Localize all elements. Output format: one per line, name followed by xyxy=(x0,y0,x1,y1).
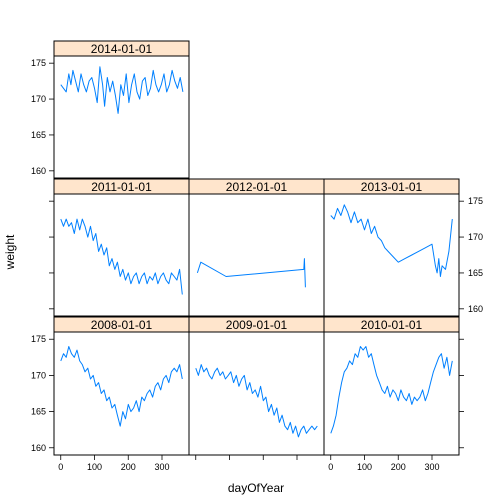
y-tick-label: 160 xyxy=(31,166,46,176)
x-axis-label: dayOfYear xyxy=(228,481,284,495)
panel-2010-01-01: 2010-01-01 xyxy=(324,317,459,455)
strip-label: 2014-01-01 xyxy=(91,42,153,56)
x-tick-label: 100 xyxy=(357,462,372,472)
y-tick-label: 165 xyxy=(31,407,46,417)
weight-line-2012-01-01 xyxy=(197,259,305,288)
panel-2009-01-01: 2009-01-01 xyxy=(189,317,324,455)
y-tick-label: 170 xyxy=(468,232,483,242)
x-tick-label: 300 xyxy=(154,462,169,472)
weight-line-2013-01-01 xyxy=(331,205,453,277)
x-tick-label: 0 xyxy=(58,462,63,472)
weight-line-2011-01-01 xyxy=(61,219,183,294)
x-tick-label: 200 xyxy=(391,462,406,472)
panel-frame xyxy=(54,194,189,316)
y-tick-label: 165 xyxy=(31,130,46,140)
y-tick-label: 165 xyxy=(468,268,483,278)
x-tick-label: 300 xyxy=(424,462,439,472)
strip-label: 2012-01-01 xyxy=(226,180,288,194)
weight-line-2008-01-01 xyxy=(61,347,183,427)
strip-label: 2008-01-01 xyxy=(91,318,153,332)
weight-line-2014-01-01 xyxy=(61,67,183,114)
strip-label: 2013-01-01 xyxy=(361,180,423,194)
y-tick-label: 175 xyxy=(468,196,483,206)
panel-2014-01-01: 2014-01-01 xyxy=(54,41,189,178)
y-tick-label: 170 xyxy=(31,370,46,380)
panel-2008-01-01: 2008-01-01 xyxy=(54,317,189,455)
y-axis-label: weight xyxy=(3,234,17,270)
x-tick-label: 0 xyxy=(328,462,333,472)
panels-layer: 2014-01-01 2011-01-01 2012-01-01 2013-01-01… xyxy=(31,41,483,472)
y-tick-label: 175 xyxy=(31,58,46,68)
y-tick-label: 170 xyxy=(31,94,46,104)
weight-line-2009-01-01 xyxy=(196,365,317,437)
panel-2011-01-01: 2011-01-01 xyxy=(54,179,189,316)
panel-frame xyxy=(189,194,324,316)
panel-2012-01-01: 2012-01-01 xyxy=(189,179,324,316)
strip-label: 2010-01-01 xyxy=(361,318,423,332)
panel-2013-01-01: 2013-01-01 xyxy=(324,179,459,316)
y-tick-label: 160 xyxy=(31,443,46,453)
strip-label: 2011-01-01 xyxy=(91,180,152,194)
x-tick-label: 100 xyxy=(87,462,102,472)
strip-label: 2009-01-01 xyxy=(226,318,288,332)
x-tick-label: 200 xyxy=(121,462,136,472)
y-tick-label: 160 xyxy=(468,304,483,314)
weight-line-2010-01-01 xyxy=(331,347,453,434)
panel-frame xyxy=(54,332,189,455)
y-tick-label: 175 xyxy=(31,334,46,344)
